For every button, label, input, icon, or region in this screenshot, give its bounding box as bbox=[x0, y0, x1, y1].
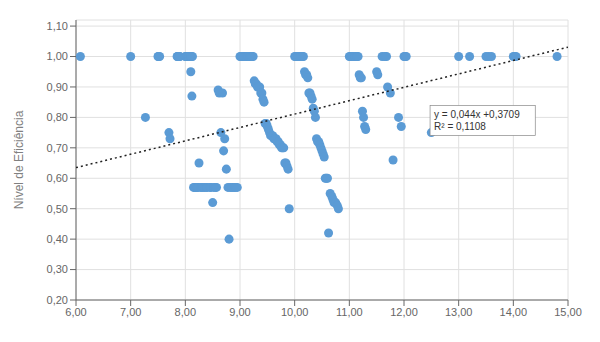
svg-text:0,70: 0,70 bbox=[47, 142, 68, 154]
svg-text:6,00: 6,00 bbox=[65, 306, 86, 318]
svg-text:0,20: 0,20 bbox=[47, 294, 68, 306]
svg-text:y = 0,044x +0,3709R² = 0,1108: y = 0,044x +0,3709R² = 0,1108 bbox=[434, 109, 520, 132]
svg-text:11,00: 11,00 bbox=[336, 306, 363, 318]
svg-text:13,00: 13,00 bbox=[445, 306, 473, 318]
svg-text:0,90: 0,90 bbox=[47, 81, 68, 93]
svg-text:0,40: 0,40 bbox=[47, 233, 68, 245]
svg-text:10,00: 10,00 bbox=[281, 306, 309, 318]
svg-text:0,80: 0,80 bbox=[47, 111, 68, 123]
svg-text:0,50: 0,50 bbox=[47, 203, 68, 215]
svg-text:8,00: 8,00 bbox=[175, 306, 196, 318]
svg-text:Nível de Eficiência: Nível de Eficiência bbox=[12, 110, 26, 209]
svg-text:1,10: 1,10 bbox=[47, 20, 68, 32]
svg-text:14,00: 14,00 bbox=[500, 306, 528, 318]
svg-text:0,30: 0,30 bbox=[47, 263, 68, 275]
svg-text:12,00: 12,00 bbox=[390, 306, 418, 318]
svg-text:15,00: 15,00 bbox=[554, 306, 582, 318]
svg-text:1,00: 1,00 bbox=[47, 50, 68, 62]
svg-text:0,60: 0,60 bbox=[47, 172, 68, 184]
svg-text:7,00: 7,00 bbox=[120, 306, 141, 318]
svg-text:9,00: 9,00 bbox=[229, 306, 250, 318]
